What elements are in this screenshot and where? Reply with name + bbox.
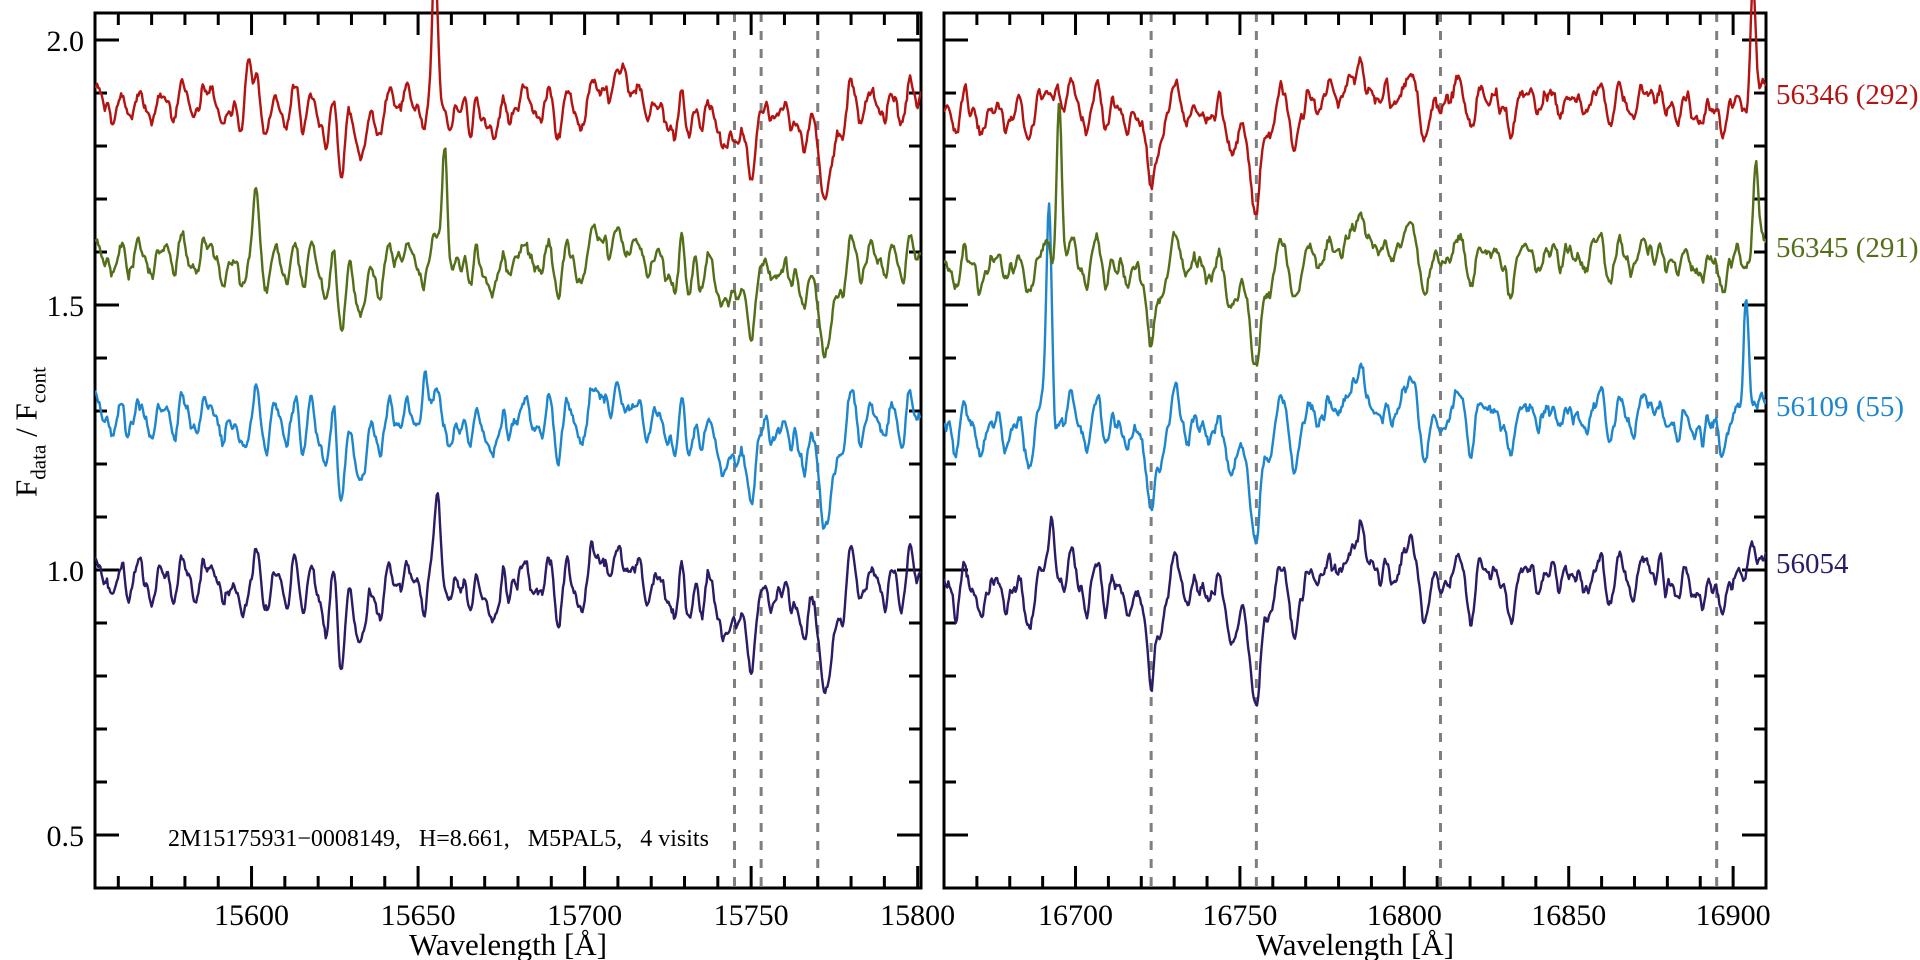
y-tick-label: 0.5 [47,820,85,853]
spectrum-trace-56054 [95,492,921,695]
y-tick-label: 1.0 [47,555,85,588]
y-axis-title-part: cont [26,366,51,404]
target-annotation: 2M15175931−0008149, H=8.661, M5PAL5, 4 v… [168,826,709,852]
spectra-right [944,0,1766,707]
y-axis-title-part: / F [8,403,44,445]
x-tick-label: 16750 [1202,899,1277,932]
x-tick-label: 16800 [1367,899,1442,932]
spectrum-trace-56109 [944,202,1766,545]
spectrum-trace-56109 [95,370,921,530]
x-axis-title: Wavelength [Å] [409,927,607,960]
x-tick-label: 16900 [1696,899,1771,932]
x-tick-label: 15750 [714,899,789,932]
axes-right [942,11,1768,890]
x-tick-label: 15650 [381,899,456,932]
spectrum-trace-56346 [944,0,1766,216]
x-axis-title: Wavelength [Å] [1256,927,1454,960]
y-axis-title-part: F [8,479,44,498]
x-tick-label: 15700 [547,899,622,932]
axes-left [93,11,923,890]
visit-label-56345: 56345 (291) [1776,232,1919,264]
y-axis-title-part: data [26,444,51,480]
x-tick-label: 16700 [1038,899,1113,932]
y-axis-title: Fdata / Fcont [8,367,51,497]
spectra-left [95,0,921,695]
spectrum-trace-56346 [95,0,921,201]
y-tick-label: 2.0 [47,25,85,58]
y-tick-label: 1.5 [47,290,85,323]
x-axis-labels-right: 16700 16750 16800 16850 16900 Wavelength [Å] [1038,899,1771,960]
panel-right: 16700 16750 16800 16850 16900 Wavelength [Å] [942,0,1771,960]
visit-label-56054: 56054 [1776,548,1849,580]
dashed-line-markers [1149,13,1719,888]
panel-left: 15600 15650 15700 15750 15800 Wavelength [Å] 0… [47,0,955,960]
spectrum-trace-56345 [95,147,921,359]
visit-label-56109: 56109 (55) [1776,391,1905,423]
spectrum-trace-56345 [944,102,1766,367]
y-axis-labels: 0.5 1.0 1.5 2.0 [47,25,85,853]
visit-label-56346: 56346 (292) [1776,79,1919,111]
x-tick-label: 16850 [1531,899,1606,932]
x-tick-label: 15600 [214,899,289,932]
x-axis-labels-left: 15600 15650 15700 15750 15800 Wavelength [Å] [214,899,955,960]
x-tick-label: 15800 [880,899,955,932]
spectrum-trace-56054 [944,515,1766,707]
